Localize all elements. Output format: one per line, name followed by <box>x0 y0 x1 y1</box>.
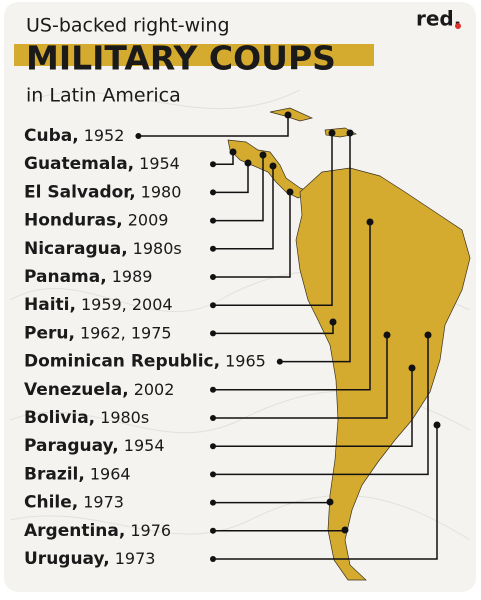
country-name: Nicaragua, <box>24 239 128 259</box>
coup-label: Venezuela, 2002 <box>24 379 174 400</box>
country-name: Dominican Republic, <box>24 352 220 372</box>
country-name: Paraguay, <box>24 436 119 456</box>
coup-years: 1980s <box>100 408 149 427</box>
coup-years: 1980 <box>141 182 182 201</box>
country-dot <box>269 162 277 170</box>
leader-line <box>213 335 429 476</box>
coup-years: 1962, 1975 <box>80 323 172 342</box>
coup-years: 1954 <box>139 154 180 173</box>
country-dot <box>408 364 416 372</box>
coup-years: 1959, 2004 <box>81 295 173 314</box>
leader-line <box>213 133 333 306</box>
country-name: Cuba, <box>24 126 79 146</box>
country-name: Venezuela, <box>24 380 129 400</box>
leader-line <box>213 368 413 447</box>
coup-years: 1976 <box>130 520 171 539</box>
coup-years: 1954 <box>124 436 165 455</box>
coup-label: Honduras, 2009 <box>24 210 168 231</box>
coup-label: Paraguay, 1954 <box>24 436 165 457</box>
coup-label: Panama, 1989 <box>24 267 152 288</box>
coup-years: 1965 <box>225 351 266 370</box>
country-name: Panama, <box>24 267 107 287</box>
coup-label: Argentina, 1976 <box>24 520 171 541</box>
coup-label: El Salvador, 1980 <box>24 182 181 203</box>
leader-line <box>213 163 249 194</box>
country-dot <box>259 151 267 159</box>
kicker: US-backed right-wing <box>26 15 230 37</box>
country-name: Haiti, <box>24 295 76 315</box>
leader-line <box>213 166 274 250</box>
country-name: Guatemala, <box>24 154 134 174</box>
coup-years: 1952 <box>84 126 125 145</box>
coup-years: 2002 <box>134 379 175 398</box>
country-name: Bolivia, <box>24 408 95 428</box>
coup-label: Haiti, 1959, 2004 <box>24 295 173 316</box>
leader-line <box>213 152 234 165</box>
country-dot <box>424 331 432 339</box>
coup-years: 1973 <box>83 492 124 511</box>
coup-label: Nicaragua, 1980s <box>24 238 182 258</box>
coup-years: 1989 <box>112 267 153 286</box>
subtitle: in Latin America <box>26 85 181 107</box>
country-name: Argentina, <box>24 521 125 541</box>
coup-years: 1964 <box>90 464 131 483</box>
leader-line <box>213 322 334 335</box>
country-dot <box>341 526 349 534</box>
land <box>227 107 471 581</box>
leader-line <box>213 425 438 560</box>
coup-label: Dominican Republic, 1965 <box>24 351 266 372</box>
leader-line <box>213 501 331 504</box>
coup-label: Guatemala, 1954 <box>24 154 180 175</box>
coup-years: 2009 <box>128 210 169 229</box>
title: MILITARY COUPS <box>26 39 336 78</box>
brand: red. <box>416 7 461 31</box>
coup-label: Chile, 1973 <box>24 492 124 512</box>
title-highlight <box>14 44 374 66</box>
coup-label: Peru, 1962, 1975 <box>24 323 172 344</box>
coup-label: Brazil, 1964 <box>24 464 131 485</box>
coup-years: 1980s <box>133 238 182 257</box>
country-name: Chile, <box>24 493 78 513</box>
country-name: Brazil, <box>24 464 85 484</box>
country-dot <box>328 129 336 137</box>
country-dot <box>229 148 237 156</box>
leader-line <box>213 222 371 391</box>
country-dot <box>366 218 374 226</box>
country-dot <box>244 159 252 167</box>
country-dot <box>346 129 354 137</box>
brand-dot <box>455 23 461 29</box>
country-dot <box>433 421 441 429</box>
country-name: Peru, <box>24 323 75 343</box>
country-name: Uruguay, <box>24 549 110 569</box>
coup-years: 1973 <box>115 549 156 568</box>
country-name: Honduras, <box>24 211 123 231</box>
leader-line <box>279 133 351 363</box>
coup-label: Uruguay, 1973 <box>24 549 155 570</box>
country-dot <box>383 331 391 339</box>
country-dot <box>329 318 337 326</box>
country-dot <box>286 188 294 196</box>
leader-line <box>213 530 346 532</box>
country-dot <box>326 498 334 506</box>
leader-line <box>138 115 289 137</box>
leader-line <box>213 155 264 222</box>
coup-label: Cuba, 1952 <box>24 126 124 147</box>
country-name: El Salvador, <box>24 182 136 202</box>
coup-label: Bolivia, 1980s <box>24 408 149 429</box>
leader-line <box>213 192 291 278</box>
leader-line <box>213 335 388 419</box>
country-dot <box>284 111 292 119</box>
